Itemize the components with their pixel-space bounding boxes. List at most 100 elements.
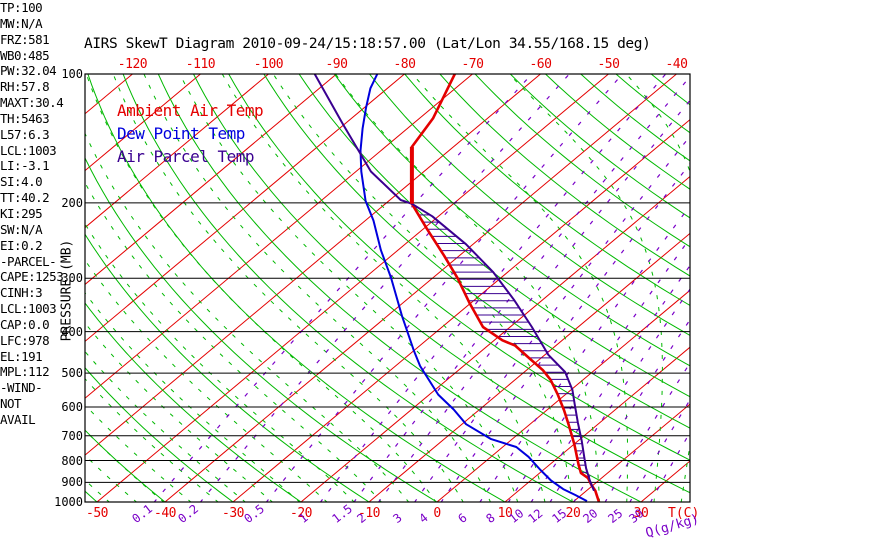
temp-tick-label-top: -120: [117, 57, 148, 72]
pressure-tick-label: 1000: [54, 495, 83, 509]
isotherm-line: [85, 74, 269, 229]
dry-adiabat-line: [545, 74, 690, 190]
panel-line: L57:6.3: [0, 126, 50, 142]
panel-line: LFC:978: [0, 332, 50, 348]
panel-line: LCL:1003: [0, 142, 57, 158]
panel-line: LCL:1003: [0, 301, 57, 317]
dry-adiabat-line: [228, 74, 690, 461]
dry-adiabat-line: [85, 156, 438, 502]
plot-border: [84, 73, 691, 503]
panel-line: CINH:3: [0, 285, 43, 301]
panel-line: RH:57.8: [0, 79, 50, 95]
dry-adiabat-line: [87, 74, 506, 502]
moist-adiabat-lines: [85, 74, 690, 502]
moist-adiabat-line: [335, 74, 600, 502]
mixing-ratio-line: [353, 75, 690, 502]
temp-tick-label-top: -90: [325, 57, 348, 72]
temp-tick-label-bottom: -30: [222, 506, 244, 521]
panel-line: SW:N/A: [0, 221, 43, 237]
temp-tick-label-top: -70: [461, 57, 484, 72]
mixing-ratio-line: [413, 135, 690, 502]
panel-line: LI:-3.1: [0, 158, 50, 174]
isotherm-line: [640, 460, 690, 502]
temp-tick-label-top: -50: [597, 57, 620, 72]
isotherm-line: [504, 346, 690, 502]
isotherm-line: [85, 74, 201, 172]
isotherm-line: [368, 232, 690, 502]
moist-adiabat-line: [179, 74, 519, 502]
dry-adiabat-line: [439, 74, 690, 277]
dry-adiabat-line: [263, 74, 690, 429]
pressure-tick-label: 300: [61, 271, 83, 286]
moist-adiabat-line: [625, 74, 690, 502]
dry-adiabat-line: [333, 74, 690, 367]
panel-line: CAPE:1253: [0, 269, 64, 285]
mixing-ratio-line: [649, 431, 690, 502]
mixing-ratio-line: [479, 204, 690, 502]
dew-point-temp-curve: [359, 74, 588, 502]
dry-adiabat-line: [193, 74, 690, 494]
legend-ambient-air-temp: Ambient Air Temp: [117, 101, 264, 120]
dry-adiabat-line: [580, 74, 690, 162]
mixing-ratio-line: [199, 74, 570, 502]
panel-line: FRZ:581: [0, 31, 50, 47]
mixing-ratio-line: [530, 264, 690, 502]
page-title: AIRS SkewT Diagram 2010-09-24/15:18:57.0…: [84, 36, 651, 52]
temp-tick-label-bottom: 30: [633, 506, 649, 521]
panel-line: MW:N/A: [0, 15, 43, 31]
pressure-tick-label: 200: [61, 195, 83, 210]
panel-line: -WIND-: [0, 380, 43, 396]
isotherm-line: [572, 403, 690, 502]
isotherm-line: [85, 74, 337, 286]
dry-adiabat-line: [85, 302, 302, 502]
temp-tick-label-bottom: -50: [86, 506, 108, 521]
legend-dew-point-temp: Dew Point Temp: [117, 124, 245, 143]
moist-adiabat-line: [412, 74, 629, 502]
mixing-ratio-line: [604, 361, 690, 502]
panel-line: MAXT:30.4: [0, 95, 64, 111]
air-parcel-temp-curve: [313, 74, 595, 492]
mixing-ratio-line: [265, 74, 623, 502]
temp-tick-label-bottom: -20: [290, 506, 312, 521]
isotherm-line: [164, 74, 677, 502]
panel-line: TT:40.2: [0, 190, 50, 206]
moist-adiabat-line: [85, 322, 274, 502]
moist-adiabat-line: [85, 259, 328, 502]
panel-line: AVAIL: [0, 411, 36, 427]
temp-tick-label-top: -110: [185, 57, 216, 72]
pressure-tick-label: 100: [61, 67, 83, 81]
mixing-ratio-line: [507, 237, 690, 502]
panel-line: EI:0.2: [0, 237, 43, 253]
temp-tick-label-top: -80: [393, 57, 416, 72]
dry-adiabat-line: [650, 74, 690, 106]
isotherm-line: [232, 118, 690, 502]
dry-adiabat-line: [615, 74, 690, 134]
dry-adiabat-line: [298, 74, 690, 398]
dry-adiabat-line: [85, 366, 234, 502]
panel-line: TH:5463: [0, 110, 50, 126]
pressure-tick-label: 700: [61, 428, 83, 443]
mixing-ratio-lines: [153, 74, 690, 502]
moist-adiabat-line: [85, 350, 246, 502]
temp-tick-label-top: -60: [529, 57, 552, 72]
temp-tick-label-top: -100: [253, 57, 284, 72]
air-parcel-temp-curve: [313, 74, 595, 492]
dry-adiabat-line: [157, 74, 643, 502]
dry-adiabat-line: [122, 74, 574, 502]
moist-adiabat-line: [85, 378, 219, 502]
panel-line: MPL:112: [0, 364, 50, 380]
mixing-ratio-line: [629, 398, 690, 502]
pressure-tick-label: 600: [61, 400, 83, 415]
isotherm-line: [85, 74, 473, 399]
isotherm-line: [300, 175, 690, 502]
moist-adiabat-line: [272, 74, 573, 502]
temp-tick-label-top: -40: [665, 57, 688, 72]
mixing-ratio-line: [377, 99, 690, 502]
isotherm-lines: [85, 74, 690, 502]
isotherm-line: [436, 289, 690, 502]
temp-tick-label-bottom: -40: [154, 506, 176, 521]
dry-adiabat-line: [509, 74, 690, 219]
mixing-ratio-line: [153, 74, 533, 502]
moist-adiabat-line: [143, 74, 491, 502]
